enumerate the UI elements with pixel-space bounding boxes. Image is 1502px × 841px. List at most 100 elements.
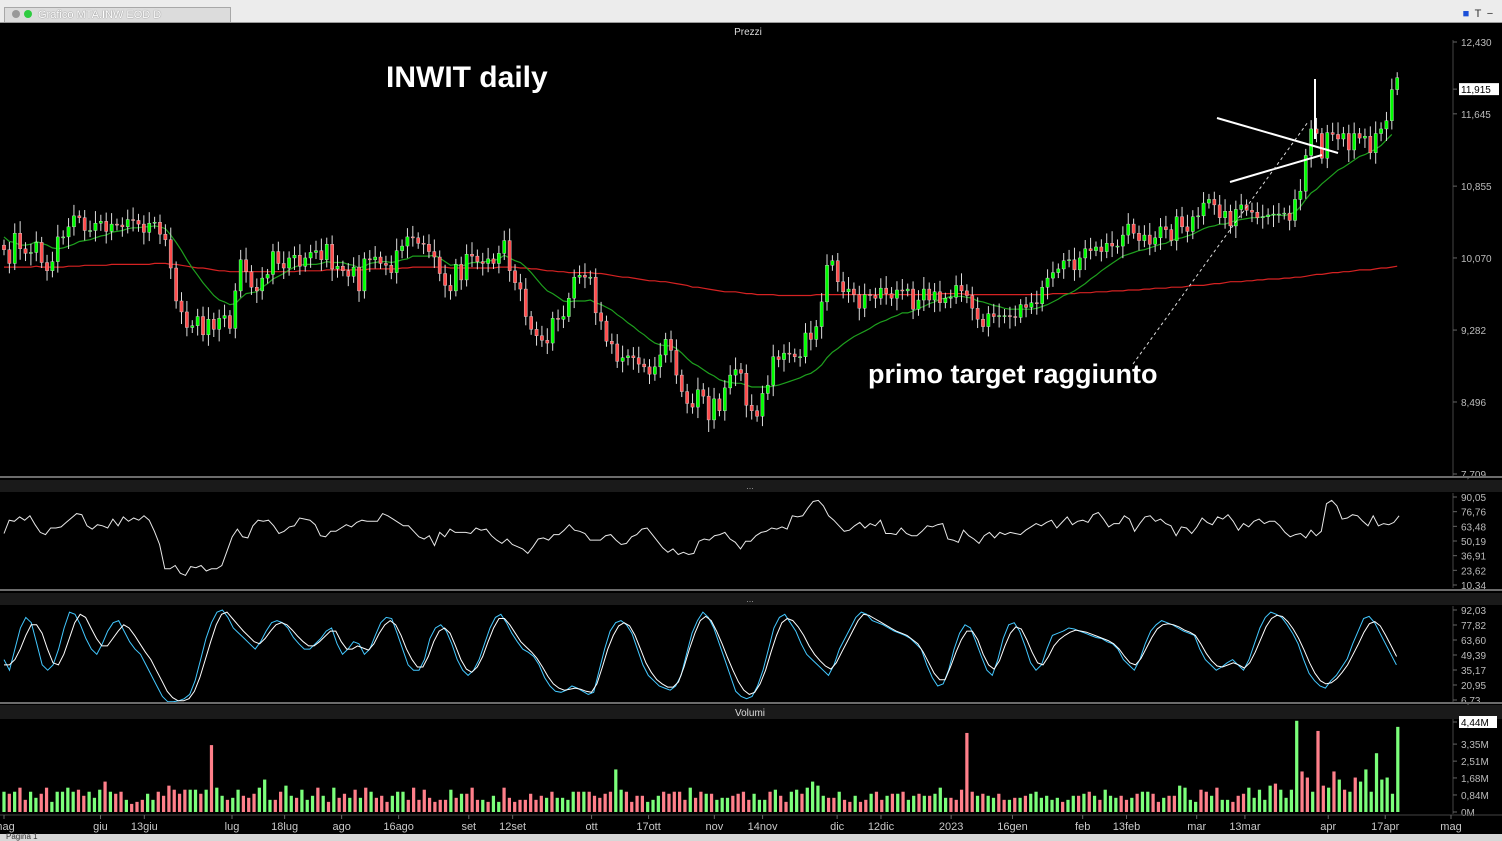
restore-icon[interactable]: ■	[1462, 8, 1470, 20]
candle-body	[1067, 259, 1071, 261]
volume-bar	[1034, 791, 1038, 812]
candle-body	[158, 222, 162, 235]
volume-bar	[161, 795, 166, 812]
volume-bar	[571, 791, 575, 812]
page-indicator[interactable]: Pagina 1	[6, 832, 38, 841]
volume-bar	[465, 793, 469, 812]
candle-body	[384, 263, 388, 266]
candle-body	[120, 224, 125, 228]
volume-bar	[172, 789, 176, 812]
candle-body	[244, 259, 248, 272]
candle-body	[610, 341, 614, 345]
candle-body	[335, 265, 340, 270]
volume-bar	[183, 789, 187, 812]
ma-long-line	[4, 262, 1398, 297]
candle-body	[943, 298, 948, 303]
volume-bar	[1273, 783, 1278, 812]
candle-body	[696, 389, 700, 408]
volume-bar	[146, 793, 150, 812]
candle-body	[1142, 234, 1147, 241]
volume-bar	[1183, 787, 1187, 812]
candle-body	[663, 339, 668, 356]
volume-bar	[279, 791, 283, 812]
volume-bar	[1209, 795, 1214, 812]
candle-body	[1121, 234, 1125, 247]
candle-body	[669, 339, 673, 351]
stochastic-series-1	[4, 611, 1398, 702]
volume-bar	[1348, 791, 1352, 812]
volume-bar	[1332, 771, 1336, 812]
volume-bar	[1284, 797, 1288, 812]
candles	[2, 72, 1400, 432]
candle-body	[733, 369, 738, 376]
candle-body	[502, 240, 507, 254]
price-tick-label: 12,430	[1461, 38, 1492, 49]
text-tool-icon[interactable]: T	[1474, 8, 1482, 20]
volume-bar	[326, 801, 331, 812]
candle-body	[604, 320, 609, 342]
minimize-icon[interactable]: −	[1486, 8, 1494, 20]
volume-bar	[443, 799, 448, 812]
volume-bar	[358, 797, 363, 812]
rsi-header	[0, 480, 1502, 492]
volume-bar	[417, 799, 421, 812]
candle-body	[1088, 248, 1093, 251]
volume-bar	[1289, 789, 1294, 812]
volume-bar	[470, 787, 474, 812]
candle-body	[1325, 132, 1330, 159]
candle-body	[717, 398, 722, 411]
volume-tick-label: 4,44M	[1461, 718, 1489, 729]
stochastic-lines	[3, 609, 1398, 703]
volume-bar	[826, 797, 831, 812]
candle-body	[905, 288, 910, 292]
candle-body	[109, 223, 114, 232]
time-tick-label: ott	[585, 821, 597, 833]
candle-body	[749, 405, 754, 411]
volume-bar	[986, 795, 990, 812]
candle-body	[620, 357, 625, 362]
time-tick-label: set	[461, 821, 476, 833]
candle-body	[712, 398, 716, 421]
volume-bar	[268, 799, 272, 812]
candle-body	[470, 254, 474, 257]
volume-bar	[247, 797, 251, 812]
volume-bar	[353, 789, 357, 812]
volume-bar	[550, 791, 554, 812]
volume-bar	[997, 793, 1001, 812]
candle-body	[965, 290, 969, 296]
candle-body	[1266, 214, 1270, 217]
volume-bar	[284, 785, 288, 812]
candle-body	[615, 343, 620, 362]
close-dot-icon[interactable]	[12, 10, 20, 18]
volume-panel-label: Volumi	[735, 708, 765, 719]
ma-short-line	[3, 133, 1393, 388]
candle-body	[776, 356, 781, 360]
volume-bar	[82, 795, 86, 812]
volume-bar	[140, 799, 144, 812]
volume-bar	[497, 801, 501, 812]
volume-bar	[981, 793, 985, 812]
volume-bar	[848, 801, 852, 812]
window-title: Grafico MTA.INW EOD D	[38, 9, 162, 21]
volume-bar	[390, 795, 394, 812]
candle-body	[437, 256, 442, 274]
volume-bar	[135, 801, 139, 812]
volume-bar	[667, 793, 671, 812]
volume-bar	[1029, 793, 1033, 812]
chart-tab[interactable]	[4, 7, 231, 22]
candle-body	[1008, 315, 1012, 317]
candle-body	[174, 267, 178, 302]
volume-bar	[1194, 801, 1198, 812]
volume-bar	[731, 795, 735, 812]
volume-bar	[890, 793, 895, 812]
volume-bar	[60, 791, 65, 812]
candle-body	[362, 258, 367, 292]
volume-bar	[635, 795, 639, 812]
window-controls: ■ T −	[1460, 8, 1496, 20]
time-tick-label: 12set	[499, 821, 526, 833]
candle-body	[394, 250, 399, 273]
candle-body	[324, 244, 329, 260]
volume-bar	[316, 787, 320, 812]
candle-body	[1250, 210, 1254, 213]
candle-body	[1228, 211, 1233, 227]
